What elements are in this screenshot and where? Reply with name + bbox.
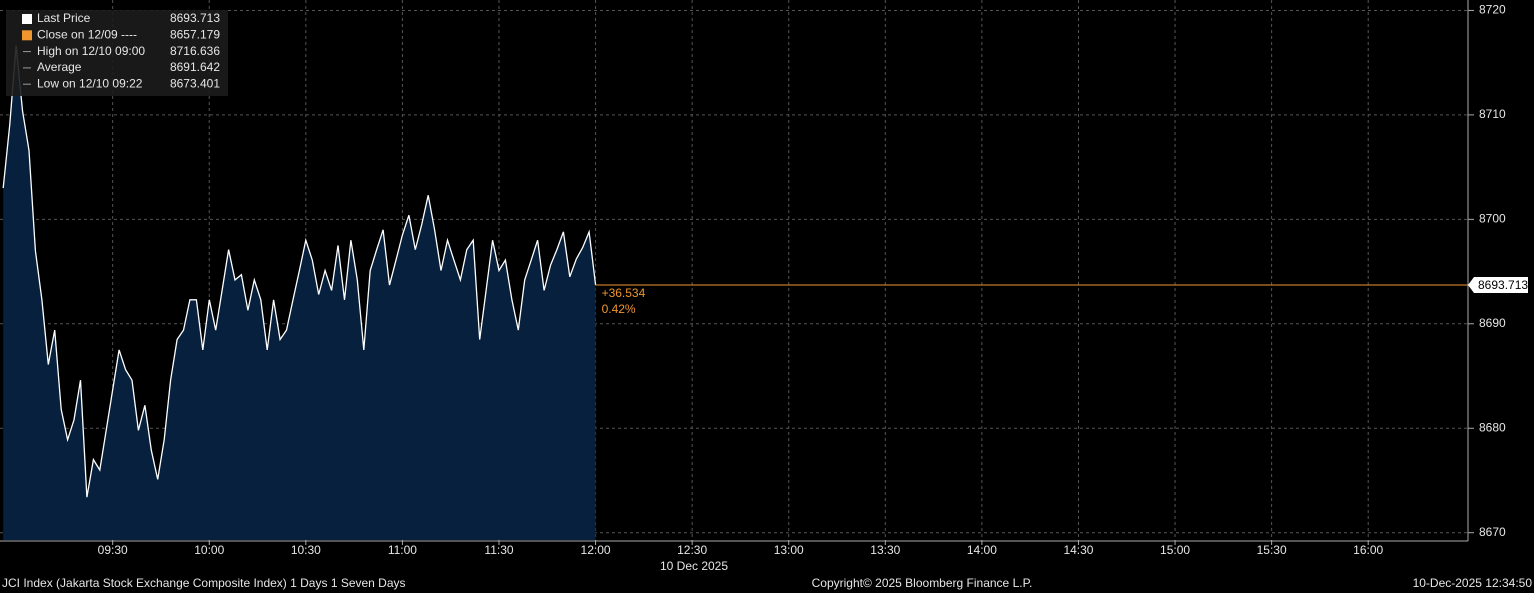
footer-left: JCI Index (Jakarta Stock Exchange Compos… [2, 576, 406, 590]
x-tick-label: 16:00 [1353, 543, 1383, 557]
x-tick-label: 13:00 [774, 543, 804, 557]
legend: Last Price 8693.713 Close on 12/09 ---- 865… [22, 11, 220, 90]
legend-swatch [22, 30, 32, 41]
legend-value: 8716.636 [170, 44, 220, 58]
legend-value: 8657.179 [170, 27, 220, 41]
area-fill [3, 45, 596, 540]
x-tick-label: 13:30 [870, 543, 900, 557]
x-tick-label: 09:30 [98, 543, 128, 557]
y-tick-label: 8710 [1479, 107, 1506, 121]
legend-value: 8691.642 [170, 60, 220, 74]
legend-label: Average [37, 60, 82, 74]
footer-center: Copyright© 2025 Bloomberg Finance L.P. [812, 576, 1033, 590]
x-tick-label: 10:00 [194, 543, 224, 557]
y-tick-label: 8690 [1479, 316, 1506, 330]
x-tick-label: 14:00 [967, 543, 997, 557]
legend-label: Last Price [37, 11, 91, 25]
legend-label: Close on 12/09 ---- [37, 27, 137, 41]
y-tick-label: 8700 [1479, 212, 1506, 226]
legend-box [6, 10, 228, 96]
legend-swatch [22, 14, 32, 24]
legend-label: Low on 12/10 09:22 [37, 76, 143, 90]
y-tick-label: 8680 [1479, 420, 1506, 434]
x-tick-label: 11:00 [388, 543, 417, 557]
price-line [2, 45, 597, 498]
x-tick-label: 14:30 [1063, 543, 1093, 557]
x-tick-label: 12:00 [581, 543, 611, 557]
x-date-label: 10 Dec 2025 [660, 559, 728, 573]
change-pct-label: 0.42% [602, 302, 636, 316]
change-label: +36.534 [602, 286, 646, 300]
y-tick-label: 8670 [1479, 525, 1506, 539]
x-tick-label: 15:30 [1257, 543, 1287, 557]
footer-right: 10-Dec-2025 12:34:50 [1413, 576, 1533, 590]
last-price-label: 8693.713 [1478, 278, 1528, 292]
legend-value: 8693.713 [170, 11, 220, 25]
x-tick-label: 11:30 [484, 543, 513, 557]
legend-label: High on 12/10 09:00 [37, 44, 145, 58]
x-tick-label: 12:30 [677, 543, 707, 557]
last-price-tag [1468, 277, 1528, 294]
x-tick-label: 10:30 [291, 543, 321, 557]
x-tick-label: 15:00 [1160, 543, 1190, 557]
y-tick-label: 8720 [1479, 3, 1506, 17]
legend-value: 8673.401 [170, 76, 220, 90]
